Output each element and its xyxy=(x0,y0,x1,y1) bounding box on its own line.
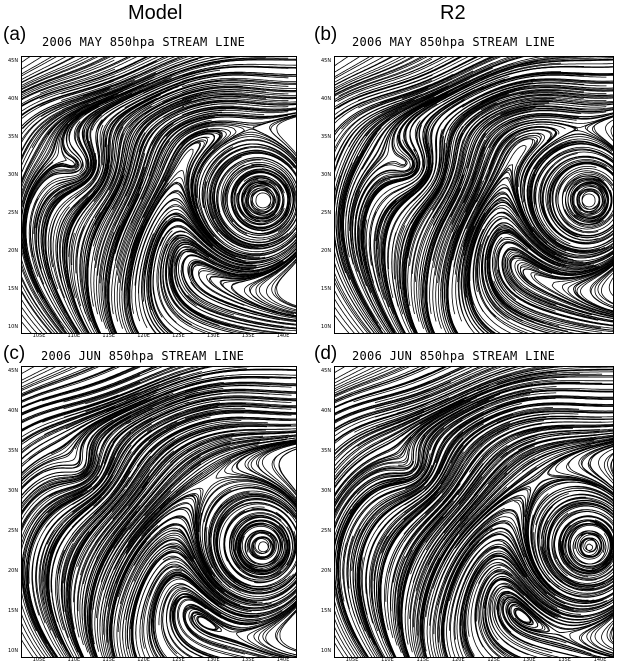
panel-title: 2006 JUN 850hpa STREAM LINE xyxy=(41,349,244,363)
y-tick-label: 35N xyxy=(321,448,331,454)
panel-label: (b) xyxy=(314,24,337,46)
streamline xyxy=(335,633,349,657)
streamlines xyxy=(22,57,296,333)
y-tick-label: 10N xyxy=(321,648,331,654)
y-tick-label: 30N xyxy=(8,488,18,494)
x-tick-label: 125E xyxy=(172,333,185,339)
x-tick-label: 110E xyxy=(67,657,80,663)
y-tick-label: 15N xyxy=(8,608,18,614)
x-tick-label: 105E xyxy=(33,657,46,663)
panel-label: (d) xyxy=(314,343,337,365)
y-tick-label: 30N xyxy=(321,488,331,494)
streamlines xyxy=(22,367,296,657)
x-tick-label: 140E xyxy=(277,333,290,339)
panel-label: (a) xyxy=(3,24,26,46)
x-tick-label: 120E xyxy=(137,657,150,663)
streamline xyxy=(335,367,360,380)
y-tick-label: 25N xyxy=(8,210,18,216)
x-tick-label: 115E xyxy=(102,333,115,339)
streamline xyxy=(335,367,391,391)
x-tick-label: 140E xyxy=(277,657,290,663)
y-tick-label: 35N xyxy=(8,134,18,140)
x-tick-label: 135E xyxy=(242,657,255,663)
streamline xyxy=(251,188,276,213)
y-tick-label: 10N xyxy=(8,324,18,330)
panel-title: 2006 JUN 850hpa STREAM LINE xyxy=(352,349,555,363)
y-tick-label: 20N xyxy=(321,568,331,574)
column-header-model: Model xyxy=(128,2,182,25)
y-tick-label: 35N xyxy=(321,134,331,140)
y-tick-label: 20N xyxy=(8,568,18,574)
x-tick-label: 130E xyxy=(523,657,536,663)
y-tick-label: 10N xyxy=(321,324,331,330)
y-tick-label: 45N xyxy=(321,368,331,374)
x-tick-label: 115E xyxy=(102,657,115,663)
streamline xyxy=(609,276,613,298)
streamline xyxy=(611,123,613,140)
panel-title: 2006 MAY 850hpa STREAM LINE xyxy=(352,35,555,49)
y-tick-label: 10N xyxy=(8,648,18,654)
y-tick-label: 20N xyxy=(8,248,18,254)
streamline xyxy=(22,321,32,333)
streamline xyxy=(22,638,34,657)
streamline-plot xyxy=(334,56,614,334)
streamline xyxy=(22,367,51,381)
streamline xyxy=(606,120,614,144)
streamline xyxy=(22,367,36,374)
y-tick-label: 15N xyxy=(321,286,331,292)
panel-title: 2006 MAY 850hpa STREAM LINE xyxy=(42,35,245,49)
streamline xyxy=(335,367,399,394)
streamline-plot xyxy=(21,366,297,658)
y-tick-label: 45N xyxy=(8,58,18,64)
y-tick-label: 40N xyxy=(8,96,18,102)
streamline xyxy=(335,57,350,66)
y-tick-label: 45N xyxy=(8,368,18,374)
panel-label: (c) xyxy=(3,343,25,365)
y-tick-label: 45N xyxy=(321,58,331,64)
x-tick-label: 135E xyxy=(558,657,571,663)
x-tick-label: 110E xyxy=(381,657,394,663)
y-tick-label: 15N xyxy=(321,608,331,614)
x-tick-label: 130E xyxy=(207,333,220,339)
x-tick-label: 130E xyxy=(207,657,220,663)
streamline xyxy=(335,367,347,373)
streamline xyxy=(335,313,350,333)
streamline xyxy=(277,116,296,156)
x-tick-label: 135E xyxy=(242,333,255,339)
streamline xyxy=(22,57,32,63)
x-tick-label: 105E xyxy=(33,333,46,339)
x-tick-label: 125E xyxy=(487,657,500,663)
x-tick-label: 120E xyxy=(137,333,150,339)
x-tick-label: 115E xyxy=(416,657,429,663)
x-tick-label: 110E xyxy=(67,333,80,339)
y-tick-label: 25N xyxy=(321,210,331,216)
x-tick-label: 120E xyxy=(452,657,465,663)
y-tick-label: 25N xyxy=(8,528,18,534)
y-tick-label: 40N xyxy=(321,408,331,414)
y-tick-label: 40N xyxy=(321,96,331,102)
y-tick-label: 25N xyxy=(321,528,331,534)
y-tick-label: 40N xyxy=(8,408,18,414)
x-tick-label: 125E xyxy=(172,657,185,663)
streamlines xyxy=(335,367,613,657)
y-tick-label: 20N xyxy=(321,248,331,254)
streamline-plot xyxy=(334,366,614,658)
streamline xyxy=(22,313,38,333)
streamline-plot xyxy=(21,56,297,334)
streamlines xyxy=(335,57,613,333)
x-tick-label: 140E xyxy=(594,657,607,663)
x-tick-label: 105E xyxy=(346,657,359,663)
y-tick-label: 35N xyxy=(8,448,18,454)
y-tick-label: 15N xyxy=(8,286,18,292)
streamline xyxy=(335,57,385,83)
column-header-r2: R2 xyxy=(440,2,466,25)
y-tick-label: 30N xyxy=(321,172,331,178)
y-tick-label: 30N xyxy=(8,172,18,178)
